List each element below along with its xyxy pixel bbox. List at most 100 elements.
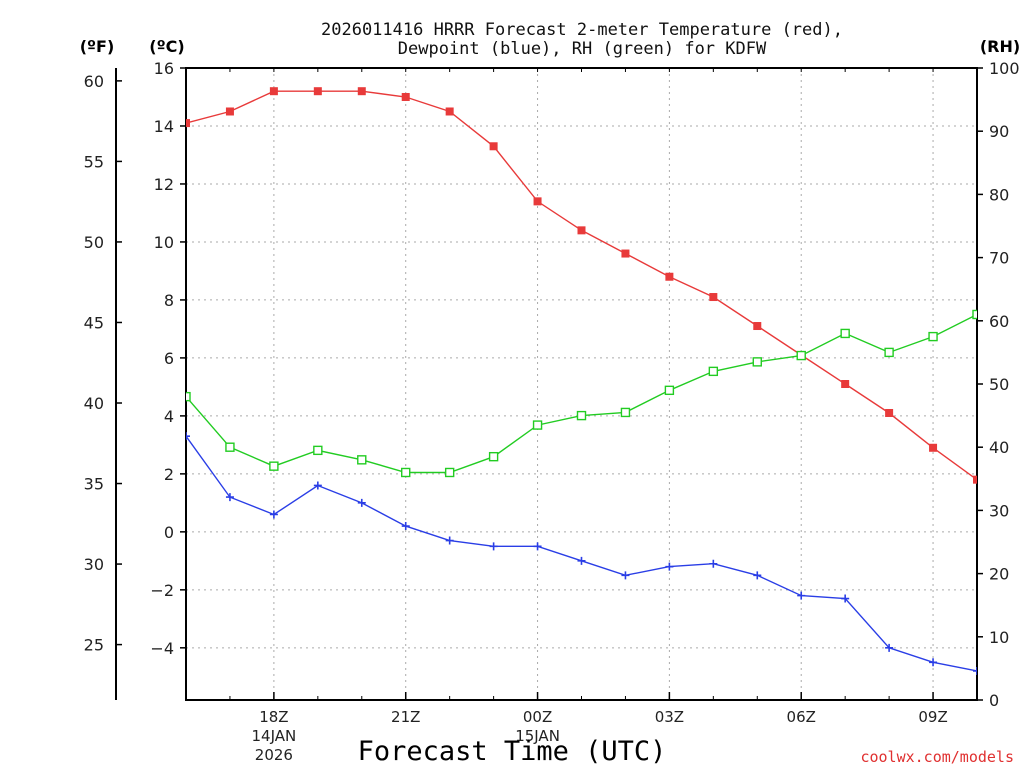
dewpoint-point [186,432,190,441]
fahrenheit-unit-label: (ºF) [80,37,115,56]
temperature-point [753,322,762,331]
x-tick-label: 09Z [918,708,947,726]
rh-point [186,391,191,402]
celsius-tick-label: 10 [154,233,174,252]
celsius-tick-label: 2 [164,465,174,484]
dewpoint-point [665,562,674,571]
dewpoint-point [841,594,850,603]
rh-tick-label: 20 [989,565,1009,584]
temperature-point [973,475,977,484]
x-tick-date: 15JAN [515,727,560,745]
dewpoint-point [885,643,894,652]
temperature-point [929,443,938,452]
dewpoint-point [797,591,806,600]
rh-tick-label: 80 [989,185,1009,204]
rh-tick-label: 0 [989,691,999,710]
x-tick-label: 21Z [391,708,420,726]
rh-point [620,407,631,418]
rh-point [796,350,806,361]
rh-point [401,467,411,478]
fahrenheit-tick-label: 60 [84,72,104,91]
temperature-point [313,87,322,96]
rh-tick-label: 10 [989,628,1009,647]
rh-point [225,442,235,452]
celsius-tick-label: 6 [164,349,174,368]
rh-tick-label: 90 [989,122,1009,141]
grid-layer [186,67,977,700]
celsius-tick-label: 16 [154,59,174,78]
x-tick-label: 18Z [259,708,288,726]
temperature-point [269,87,278,96]
fahrenheit-tick-label: 50 [84,233,104,252]
chart-title-line1: 2026011416 HRRR Forecast 2-meter Tempera… [321,20,843,40]
temperature-point [489,142,498,151]
temperature-line [186,90,977,481]
rh-point [752,357,762,367]
fahrenheit-tick-label: 25 [84,636,104,655]
dewpoint-line [186,435,977,672]
rh-point [532,420,543,430]
x-tick-date: 14JAN [252,727,297,745]
chart-title-line2: Dewpoint (blue), RH (green) for KDFW [398,39,767,59]
fahrenheit-tick-label: 35 [84,475,104,494]
temperature-point [621,249,630,258]
fahrenheit-tick-label: 30 [84,555,104,574]
dewpoint-point [269,510,278,519]
rh-point [576,410,587,421]
temperature-point [533,197,542,206]
fahrenheit-tick-label: 40 [84,394,104,413]
fahrenheit-tick-label: 45 [84,313,104,332]
rh-point [269,461,279,471]
celsius-tick-label: 14 [154,117,174,136]
series-rh [186,309,977,478]
dewpoint-point [401,522,410,531]
dewpoint-point [709,559,718,568]
series-dewpoint [186,432,977,676]
dewpoint-point [313,481,322,490]
rh-unit-label: (RH) [980,37,1020,56]
temperature-point [577,226,586,235]
celsius-tick-label: 12 [154,175,174,194]
dewpoint-point [973,667,977,676]
celsius-tick-label: 4 [164,407,174,426]
rh-point [313,445,323,456]
celsius-tick-label: −2 [150,581,174,600]
rh-tick-label: 40 [989,438,1009,457]
plot-frame [185,67,978,701]
celsius-tick-label: 8 [164,291,174,310]
dewpoint-point [753,571,762,580]
rh-tick-label: 60 [989,312,1009,331]
rh-tick-label: 70 [989,249,1009,268]
temperature-point [709,293,718,302]
celsius-tick-label: 0 [164,523,174,542]
rh-point [708,366,719,377]
x-tick-year: 2026 [255,746,293,764]
dewpoint-point [489,542,498,551]
x-axis-title: Forecast Time (UTC) [358,736,667,767]
fahrenheit-tick-label: 55 [84,152,104,171]
rh-tick-label: 50 [989,375,1009,394]
celsius-unit-label: (ºC) [149,37,184,56]
temperature-point [665,272,674,281]
temperature-point [225,107,234,116]
rh-point [357,455,367,465]
x-tick-label: 06Z [787,708,816,726]
temperature-point [357,87,366,96]
temperature-point [841,380,850,388]
dewpoint-point [621,571,630,580]
dewpoint-point [225,493,234,502]
rh-point [928,331,938,342]
temperature-point [445,107,454,116]
rh-point [444,467,455,478]
temperature-point [186,119,190,128]
rh-point [884,347,894,358]
celsius-tick-label: −4 [150,639,174,658]
temperature-point [885,408,894,417]
x-tick-label: 03Z [655,708,684,726]
temperature-point [401,92,410,101]
dewpoint-point [577,556,586,565]
dewpoint-point [929,658,938,667]
dewpoint-point [533,542,542,551]
